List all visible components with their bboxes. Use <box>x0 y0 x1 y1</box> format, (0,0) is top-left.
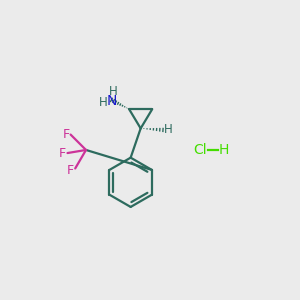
Text: F: F <box>58 146 66 160</box>
Text: N: N <box>107 94 117 108</box>
Text: H: H <box>99 96 107 109</box>
Text: F: F <box>67 164 74 177</box>
Text: Cl: Cl <box>193 143 207 157</box>
Text: H: H <box>164 123 173 136</box>
Text: H: H <box>109 85 117 98</box>
Text: F: F <box>62 128 70 141</box>
Text: H: H <box>219 143 229 157</box>
